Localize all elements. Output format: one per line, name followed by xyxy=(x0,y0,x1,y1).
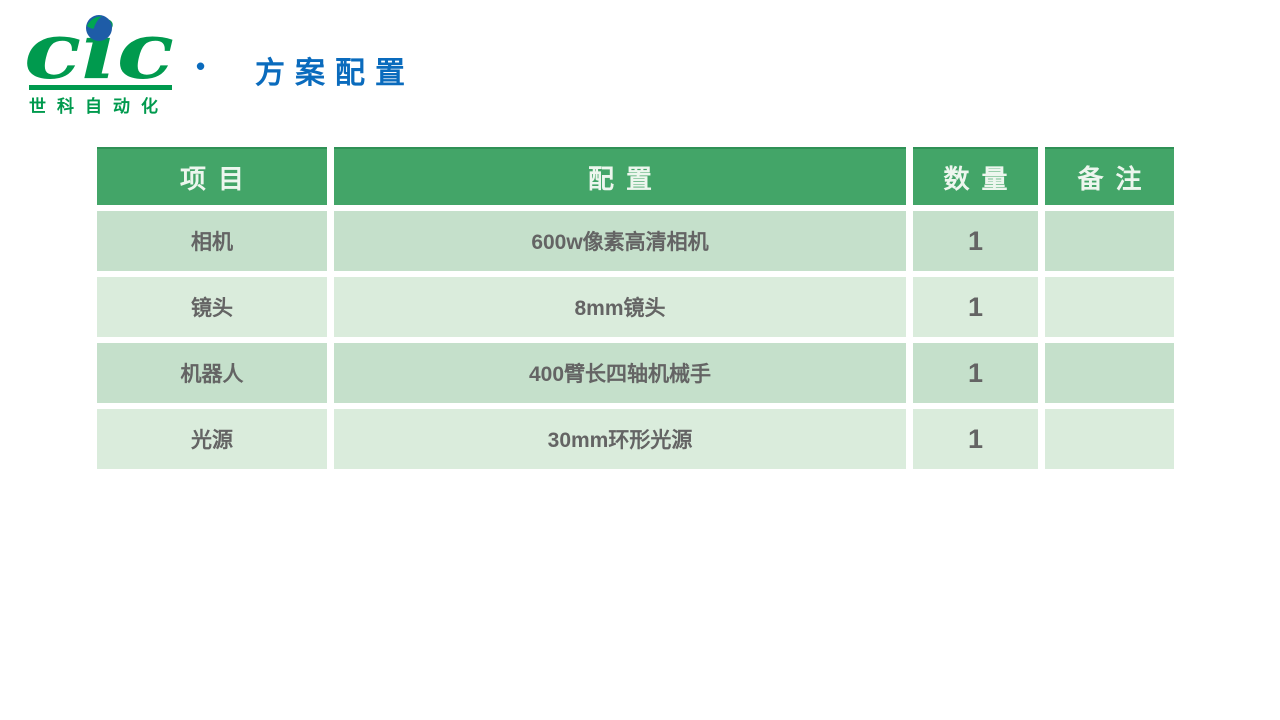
table-cell-note xyxy=(1045,211,1174,271)
column-header-item: 项目 xyxy=(97,147,327,205)
logo-subtitle: 世科自动化 xyxy=(29,97,169,116)
table-cell-qty: 1 xyxy=(913,277,1038,337)
column-header-qty: 数量 xyxy=(913,147,1038,205)
column-header-note: 备注 xyxy=(1045,147,1174,205)
table-cell-note xyxy=(1045,409,1174,469)
config-table: 项目 配置 数量 备注 相机 600w像素高清相机 1 镜头 8mm镜头 1 机器人 400臂… xyxy=(97,147,1174,469)
page-title: 方案配置 xyxy=(255,57,415,90)
table-cell-config: 600w像素高清相机 xyxy=(334,211,906,271)
table-cell-item: 相机 xyxy=(97,211,327,271)
table-cell-config: 8mm镜头 xyxy=(334,277,906,337)
logo-underline xyxy=(29,85,172,90)
column-header-config: 配置 xyxy=(334,147,906,205)
table-cell-qty: 1 xyxy=(913,409,1038,469)
table-cell-qty: 1 xyxy=(913,211,1038,271)
table-cell-qty: 1 xyxy=(913,343,1038,403)
table-cell-note xyxy=(1045,277,1174,337)
table-cell-item: 光源 xyxy=(97,409,327,469)
table-cell-item: 机器人 xyxy=(97,343,327,403)
table-cell-item: 镜头 xyxy=(97,277,327,337)
logo-globe-icon xyxy=(86,15,112,41)
table-cell-note xyxy=(1045,343,1174,403)
company-logo: cic 世科自动化 xyxy=(24,6,178,117)
title-bullet: • xyxy=(196,51,206,81)
table-cell-config: 400臂长四轴机械手 xyxy=(334,343,906,403)
table-cell-config: 30mm环形光源 xyxy=(334,409,906,469)
